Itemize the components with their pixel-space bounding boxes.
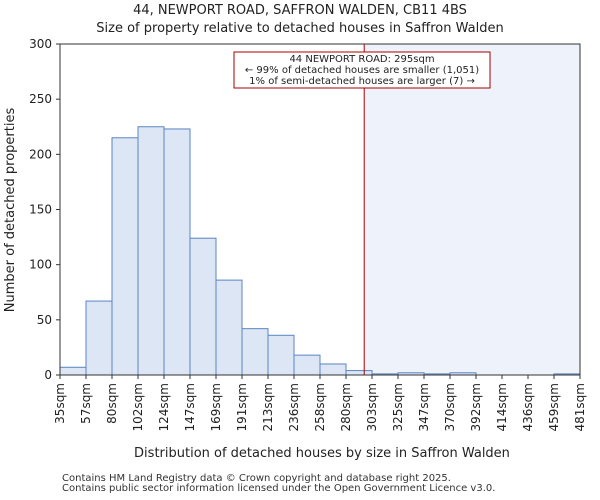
bar-57sqm xyxy=(85,300,113,376)
annotation-border xyxy=(233,51,491,89)
bar-80sqm xyxy=(111,137,139,376)
y-tick-label: 150 xyxy=(29,203,52,217)
footer-line-2: Contains public sector information licen… xyxy=(62,483,496,494)
y-axis-label: Number of detached properties xyxy=(3,108,18,313)
x-tick-label: 191sqm xyxy=(235,383,249,431)
y-tick-label: 200 xyxy=(29,147,52,161)
chart-subtitle: Size of property relative to detached ho… xyxy=(96,21,504,36)
bar-124sqm xyxy=(163,128,191,376)
annotation-line-2: ← 99% of detached houses are smaller (1,… xyxy=(245,65,479,76)
annotation-line-1: 44 NEWPORT ROAD: 295sqm xyxy=(289,54,434,65)
x-tick-label: 325sqm xyxy=(391,383,405,431)
annotation-box: 44 NEWPORT ROAD: 295sqm ← 99% of detache… xyxy=(233,51,491,89)
bar-280sqm xyxy=(345,370,373,376)
bar-35sqm xyxy=(59,366,87,376)
x-tick-label: 347sqm xyxy=(417,383,431,431)
x-axis-label: Distribution of detached houses by size … xyxy=(134,446,510,461)
x-tick-label: 258sqm xyxy=(313,383,327,431)
x-tick-label: 169sqm xyxy=(209,383,223,431)
x-tick-label: 213sqm xyxy=(261,383,275,431)
x-tick-label: 80sqm xyxy=(105,383,119,424)
bars-group xyxy=(59,126,581,376)
x-tick-label: 436sqm xyxy=(521,383,535,431)
bar-147sqm xyxy=(189,237,217,376)
larger-region-shade xyxy=(364,44,580,375)
x-tick-label: 236sqm xyxy=(287,383,301,431)
bar-191sqm xyxy=(241,328,269,376)
x-tick-label: 392sqm xyxy=(469,383,483,431)
x-tick-label: 481sqm xyxy=(573,383,587,431)
footer-line-1: Contains HM Land Registry data © Crown c… xyxy=(62,473,451,484)
x-tick-label: 459sqm xyxy=(547,383,561,431)
chart-title-block: 44, NEWPORT ROAD, SAFFRON WALDEN, CB11 4… xyxy=(0,2,600,38)
y-tick-label: 300 xyxy=(29,37,52,51)
bar-102sqm xyxy=(137,126,165,376)
x-tick-label: 102sqm xyxy=(131,383,145,431)
y-tick-label: 0 xyxy=(44,368,52,382)
x-tick-label: 35sqm xyxy=(53,383,67,424)
x-tick-label: 303sqm xyxy=(365,383,379,431)
annotation-line-3: 1% of semi-detached houses are larger (7… xyxy=(249,76,475,87)
axes-group: 0 50 100 150 200 250 300 35sqm 57sqm 80sqm 102sqm 1… xyxy=(29,37,587,431)
bar-169sqm xyxy=(215,279,243,376)
y-tick-label: 100 xyxy=(29,258,52,272)
bar-213sqm xyxy=(267,334,295,376)
x-tick-label: 124sqm xyxy=(157,383,171,431)
bar-236sqm xyxy=(293,354,321,376)
x-tick-label: 370sqm xyxy=(443,383,457,431)
chart-title: 44, NEWPORT ROAD, SAFFRON WALDEN, CB11 4… xyxy=(133,3,467,18)
y-tick-label: 250 xyxy=(29,92,52,106)
x-tick-label: 147sqm xyxy=(183,383,197,431)
x-tick-label: 57sqm xyxy=(79,383,93,424)
y-tick-label: 50 xyxy=(37,313,52,327)
bar-258sqm xyxy=(319,363,347,376)
footer-attribution: Contains HM Land Registry data © Crown c… xyxy=(62,474,495,494)
x-tick-label: 280sqm xyxy=(339,383,353,431)
x-tick-label: 414sqm xyxy=(495,383,509,431)
